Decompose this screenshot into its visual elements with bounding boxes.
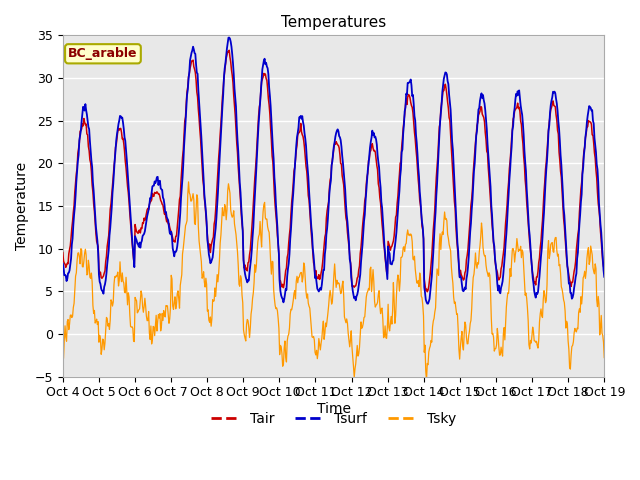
- Text: BC_arable: BC_arable: [68, 47, 138, 60]
- Title: Temperatures: Temperatures: [281, 15, 386, 30]
- X-axis label: Time: Time: [317, 402, 351, 416]
- Y-axis label: Temperature: Temperature: [15, 162, 29, 250]
- Legend: Tair, Tsurf, Tsky: Tair, Tsurf, Tsky: [205, 406, 461, 431]
